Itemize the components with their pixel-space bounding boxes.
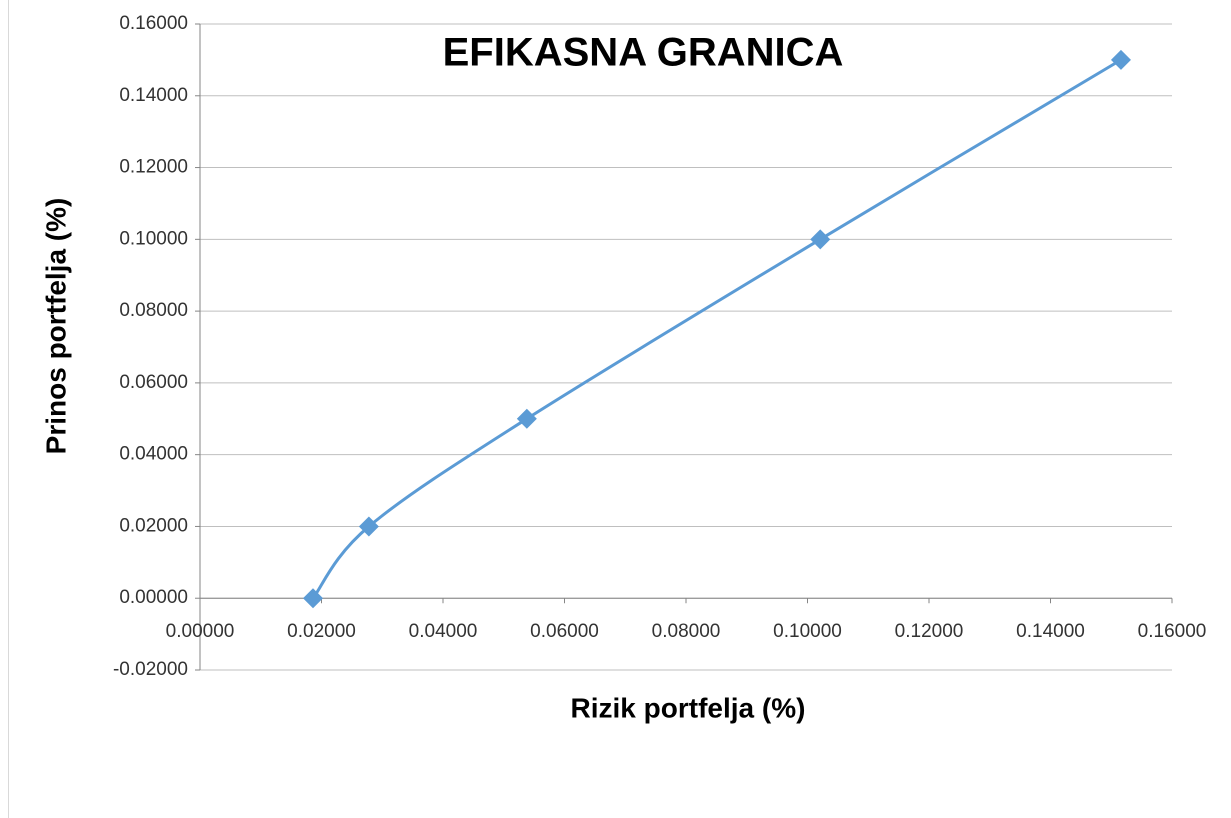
x-tick-label: 0.06000	[530, 621, 599, 642]
y-tick-label: -0.02000	[113, 659, 188, 680]
x-tick-label: 0.16000	[1138, 621, 1207, 642]
y-tick-label: 0.00000	[119, 587, 188, 608]
y-axis-label: Prinos portfelja (%)	[40, 198, 71, 455]
data-point	[516, 408, 537, 429]
x-tick-label: 0.08000	[652, 621, 721, 642]
data-point	[810, 229, 831, 250]
y-tick-label: 0.16000	[119, 13, 188, 34]
y-tick-label: 0.06000	[119, 372, 188, 393]
y-tick-label: 0.08000	[119, 300, 188, 321]
y-tick-label: 0.04000	[119, 444, 188, 465]
data-point	[358, 516, 379, 537]
data-point	[1110, 49, 1131, 70]
y-tick-label: 0.14000	[119, 85, 188, 106]
x-axis-label: Rizik portfelja (%)	[571, 692, 806, 723]
x-tick-label: 0.14000	[1016, 621, 1085, 642]
chart-border	[8, 0, 1231, 818]
y-tick-label: 0.12000	[119, 157, 188, 178]
x-tick-label: 0.00000	[166, 621, 235, 642]
x-tick-label: 0.04000	[409, 621, 478, 642]
y-tick-label: 0.02000	[119, 515, 188, 536]
x-tick-label: 0.12000	[895, 621, 964, 642]
y-tick-label: 0.10000	[119, 228, 188, 249]
data-point	[302, 588, 323, 609]
x-tick-label: 0.10000	[773, 621, 842, 642]
x-tick-label: 0.02000	[287, 621, 356, 642]
chart-title: EFIKASNA GRANICA	[443, 31, 844, 75]
